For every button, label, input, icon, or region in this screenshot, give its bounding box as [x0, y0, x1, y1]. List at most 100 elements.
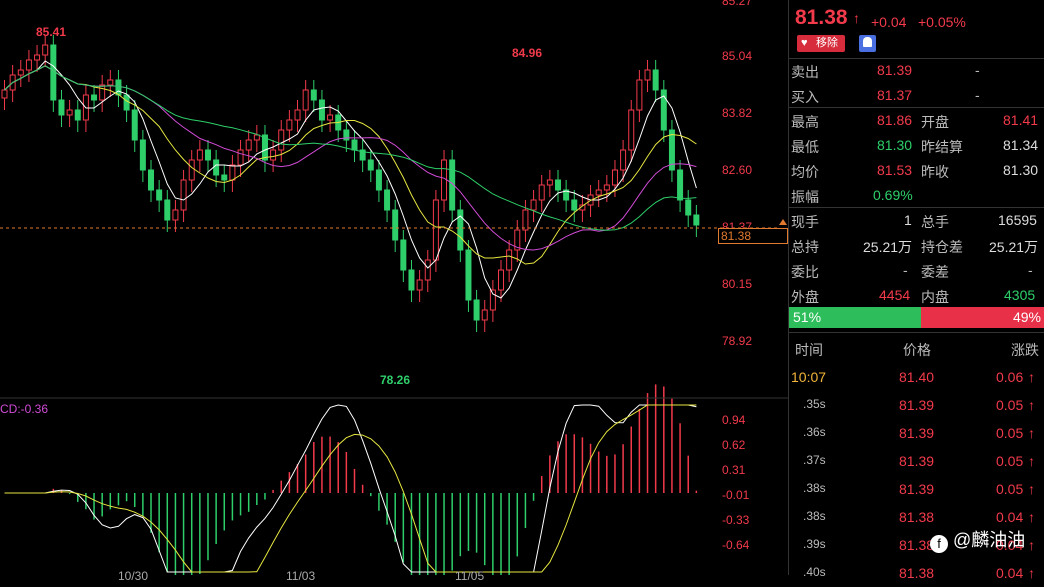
prev-settle-label: 昨结算: [921, 139, 963, 155]
amplitude-value: 0.69%: [873, 187, 913, 203]
kline-svg[interactable]: [0, 0, 788, 575]
price-axis-2: 83.82: [722, 106, 753, 120]
open-interest-label: 总持: [791, 239, 819, 255]
candle: [237, 149, 244, 166]
candle: [611, 169, 618, 186]
bid-ratio-label: 委比: [791, 264, 819, 280]
tick-row: .37s 81.39 0.05 ↑: [789, 447, 1044, 475]
macd-layer: [4, 384, 698, 575]
candle: [522, 209, 529, 231]
candle: [620, 149, 627, 171]
price-change-pct: +0.05%: [918, 14, 966, 30]
inner-value: 4305: [1004, 287, 1036, 303]
tick-row: .38s 81.39 0.05 ↑: [789, 475, 1044, 503]
candle: [58, 99, 65, 116]
tick-price: 81.40: [899, 369, 935, 385]
candle: [685, 199, 692, 216]
current-hand-value: 1: [904, 212, 912, 228]
tick-change: 0.05: [996, 481, 1024, 497]
divider: [789, 207, 1044, 208]
candle: [441, 159, 448, 201]
candle: [595, 189, 602, 196]
high-price-label: 85.41: [36, 25, 67, 39]
candle: [392, 209, 399, 241]
buy-volume: -: [975, 87, 980, 103]
ticks-header-price: 价格: [903, 342, 931, 358]
total-hand-value: 16595: [998, 212, 1037, 228]
macd-axis-4: -0.01: [722, 488, 750, 502]
tick-price: 81.38: [899, 509, 935, 525]
moving-average-line: [4, 65, 697, 251]
up-arrow-icon: ↑: [1028, 537, 1035, 553]
tick-change: 0.06: [996, 369, 1024, 385]
tick-change: 0.04: [996, 565, 1024, 581]
tick-row: 10:07 81.40 0.06 ↑: [789, 363, 1044, 391]
sell-volume: -: [975, 62, 980, 78]
tick-row: .38s 81.38 0.04 ↑: [789, 503, 1044, 531]
current-price-tag: 81.38: [718, 228, 788, 244]
candle: [91, 94, 98, 101]
tick-row: .36s 81.39 0.05 ↑: [789, 419, 1044, 447]
candle: [367, 159, 374, 171]
candle: [481, 309, 488, 321]
candle: [180, 179, 187, 211]
watermark-text: @麟油油: [953, 530, 1026, 550]
open-value: 81.41: [1003, 112, 1039, 128]
inner-label: 内盘: [921, 289, 949, 305]
amplitude-label: 振幅: [791, 189, 819, 205]
tick-change: 0.05: [996, 453, 1024, 469]
candle: [603, 184, 610, 191]
candle: [294, 109, 301, 121]
outer-inner-row: 外盘 4454 内盘 4305: [789, 283, 1044, 308]
candle: [139, 139, 146, 171]
tick-time: 10:07: [791, 369, 827, 385]
sell-row: 卖出 81.39 -: [789, 58, 1044, 83]
candle: [384, 189, 391, 211]
candle: [489, 289, 496, 311]
tick-row: .39s 81.38 0.04 ↑: [789, 531, 1044, 559]
candle: [34, 54, 41, 61]
macd-line: [4, 404, 697, 573]
avg-value: 81.53: [877, 162, 913, 178]
quote-panel: 81.38 ↑ +0.04 +0.05% ♥ 移除 卖出 81.39 - 买入 …: [788, 0, 1044, 581]
tick-time: .36s: [803, 425, 826, 439]
peak2-price-label: 84.96: [512, 46, 543, 60]
price-axis-1: 85.04: [722, 49, 753, 63]
outer-label: 外盘: [791, 289, 819, 305]
candle: [115, 79, 122, 96]
moving-average-layer: [4, 60, 697, 299]
candle: [327, 114, 334, 121]
tick-change: 0.05: [996, 397, 1024, 413]
tick-change: 0.05: [996, 425, 1024, 441]
candle: [318, 99, 325, 121]
tick-time: .37s: [803, 453, 826, 467]
candle: [424, 259, 431, 281]
remove-watch-button[interactable]: ♥ 移除: [797, 35, 845, 52]
candle: [229, 164, 236, 181]
macd-axis-6: -0.64: [722, 538, 750, 552]
candle: [221, 174, 228, 181]
price-axis-6: 78.92: [722, 334, 753, 348]
tick-price: 81.39: [899, 397, 935, 413]
price-change: +0.04: [871, 14, 907, 30]
bid-ratio-row: 委比 - 委差 -: [789, 258, 1044, 283]
candle: [668, 129, 675, 171]
buy-strength-bar: 51%: [789, 307, 921, 328]
amplitude-row: 振幅 0.69%: [789, 183, 1044, 208]
candles-layer: [1, 35, 700, 332]
alert-bell-button[interactable]: [859, 35, 876, 52]
tick-price: 81.39: [899, 425, 935, 441]
price-axis-3: 82.60: [722, 163, 753, 177]
candle: [196, 149, 203, 161]
candle: [42, 44, 49, 56]
kline-chart[interactable]: 85.27 85.04 83.82 82.60 81.37 81.38 80.1…: [0, 0, 788, 583]
macd-label: CD:-0.36: [0, 402, 49, 416]
tick-price: 81.38: [899, 537, 935, 553]
candle: [408, 269, 415, 291]
up-arrow-icon: ↑: [1028, 397, 1035, 413]
candle: [253, 134, 260, 141]
candle: [172, 209, 179, 221]
bid-diff-label: 委差: [921, 264, 949, 280]
tick-row: .40s 81.38 0.04 ↑: [789, 559, 1044, 587]
candle: [457, 209, 464, 251]
